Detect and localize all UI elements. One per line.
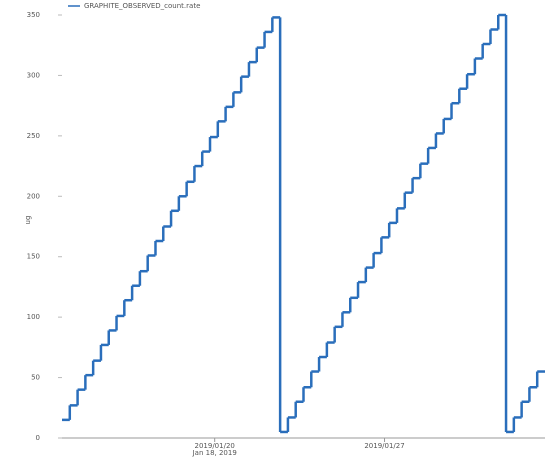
y-tick-label: 200	[27, 192, 40, 200]
y-axis-label: ug	[24, 216, 32, 225]
x-tick-label: 2019/01/27	[364, 442, 404, 450]
y-tick-label: 350	[27, 11, 40, 19]
x-tick-label: 2019/01/20	[195, 442, 235, 450]
y-tick-label: 150	[27, 253, 40, 261]
y-tick-label: 50	[31, 374, 40, 382]
y-tick-label: 250	[27, 132, 40, 140]
y-tick-label: 300	[27, 71, 40, 79]
legend-label: GRAPHITE_OBSERVED_count.rate	[84, 2, 200, 10]
x-sublabel: Jan 18, 2019	[192, 449, 237, 457]
y-tick-label: 100	[27, 313, 40, 321]
y-tick-label: 0	[36, 434, 40, 442]
